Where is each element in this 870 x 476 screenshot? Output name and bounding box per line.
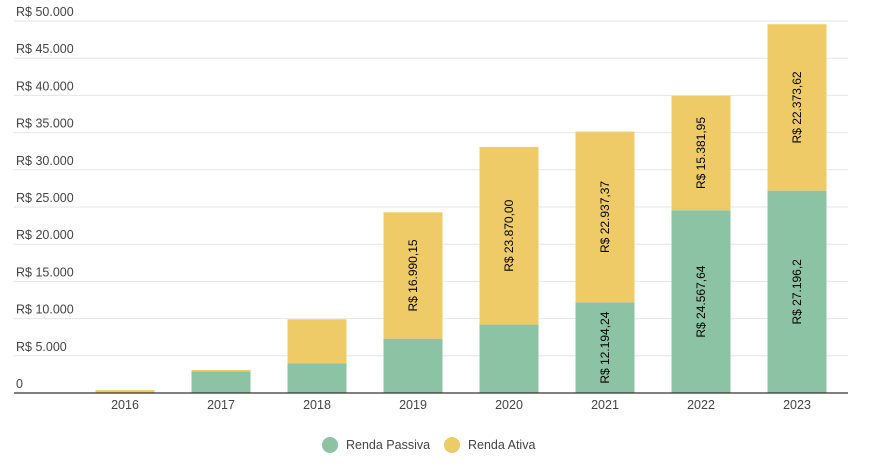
legend: Renda Passiva Renda Ativa bbox=[322, 437, 535, 453]
bar-segment-renda-ativa bbox=[191, 369, 251, 372]
bar-segment-renda-passiva bbox=[191, 371, 251, 393]
bar-segment-renda-passiva bbox=[479, 324, 539, 393]
bar-value-label: R$ 12.194,24 bbox=[598, 311, 612, 383]
y-tick-label: R$ 40.000 bbox=[16, 79, 74, 93]
y-tick-label: R$ 15.000 bbox=[16, 265, 74, 279]
y-tick-label: R$ 45.000 bbox=[16, 42, 74, 56]
y-axis-tick-labels: 0 R$ 5.000 R$ 10.000 R$ 15.000 R$ 20.000 R$ 2… bbox=[16, 5, 74, 391]
x-tick-label: 2016 bbox=[111, 398, 139, 412]
bar-value-label: R$ 27.196,2 bbox=[790, 259, 804, 325]
bar-value-label: R$ 22.373,62 bbox=[790, 71, 804, 143]
legend-swatch-renda-ativa bbox=[444, 437, 460, 453]
bar-value-labels: R$ 16.990,15 R$ 23.870,00 R$ 12.194,24 R$ 2… bbox=[406, 71, 804, 384]
x-tick-label: 2018 bbox=[303, 398, 331, 412]
bar-segment-renda-passiva bbox=[767, 190, 827, 393]
y-tick-label: R$ 50.000 bbox=[16, 5, 74, 19]
x-tick-label: 2023 bbox=[783, 398, 811, 412]
y-tick-label: R$ 30.000 bbox=[16, 154, 74, 168]
bar-segment-renda-ativa bbox=[95, 390, 155, 393]
bar-segment-renda-ativa bbox=[671, 95, 731, 211]
bar-segment-renda-ativa bbox=[767, 24, 827, 191]
x-tick-label: 2022 bbox=[687, 398, 715, 412]
bar-value-label: R$ 15.381,95 bbox=[694, 117, 708, 189]
legend-label: Renda Passiva bbox=[346, 438, 430, 452]
bar-segment-renda-passiva bbox=[575, 302, 635, 393]
bar-value-label: R$ 22.937,37 bbox=[598, 181, 612, 253]
bar-value-label: R$ 24.567,64 bbox=[694, 265, 708, 337]
legend-swatch-renda-passiva bbox=[322, 437, 338, 453]
bar-segment-renda-ativa bbox=[383, 212, 443, 339]
bar-segment-renda-passiva bbox=[287, 363, 347, 393]
y-tick-label: 0 bbox=[16, 377, 23, 391]
bar-segment-renda-passiva bbox=[383, 338, 443, 393]
x-tick-label: 2017 bbox=[207, 398, 235, 412]
bars bbox=[95, 24, 827, 393]
x-axis-tick-labels: 2016 2017 2018 2019 2020 2021 2022 2023 bbox=[111, 398, 811, 412]
y-tick-label: R$ 5.000 bbox=[16, 340, 67, 354]
bar-segment-renda-ativa bbox=[287, 319, 347, 364]
y-tick-label: R$ 25.000 bbox=[16, 191, 74, 205]
bar-segment-renda-ativa bbox=[575, 131, 635, 303]
bar-value-label: R$ 16.990,15 bbox=[406, 239, 420, 311]
bar-value-label: R$ 23.870,00 bbox=[502, 199, 516, 271]
bar-segment-renda-ativa bbox=[479, 146, 539, 325]
gridlines bbox=[14, 20, 848, 357]
y-tick-label: R$ 10.000 bbox=[16, 303, 74, 317]
bar-segment-renda-passiva bbox=[671, 210, 731, 393]
x-tick-label: 2019 bbox=[399, 398, 427, 412]
y-tick-label: R$ 35.000 bbox=[16, 117, 74, 131]
y-tick-label: R$ 20.000 bbox=[16, 228, 74, 242]
x-tick-label: 2021 bbox=[591, 398, 619, 412]
x-tick-label: 2020 bbox=[495, 398, 523, 412]
legend-label: Renda Ativa bbox=[468, 438, 535, 452]
